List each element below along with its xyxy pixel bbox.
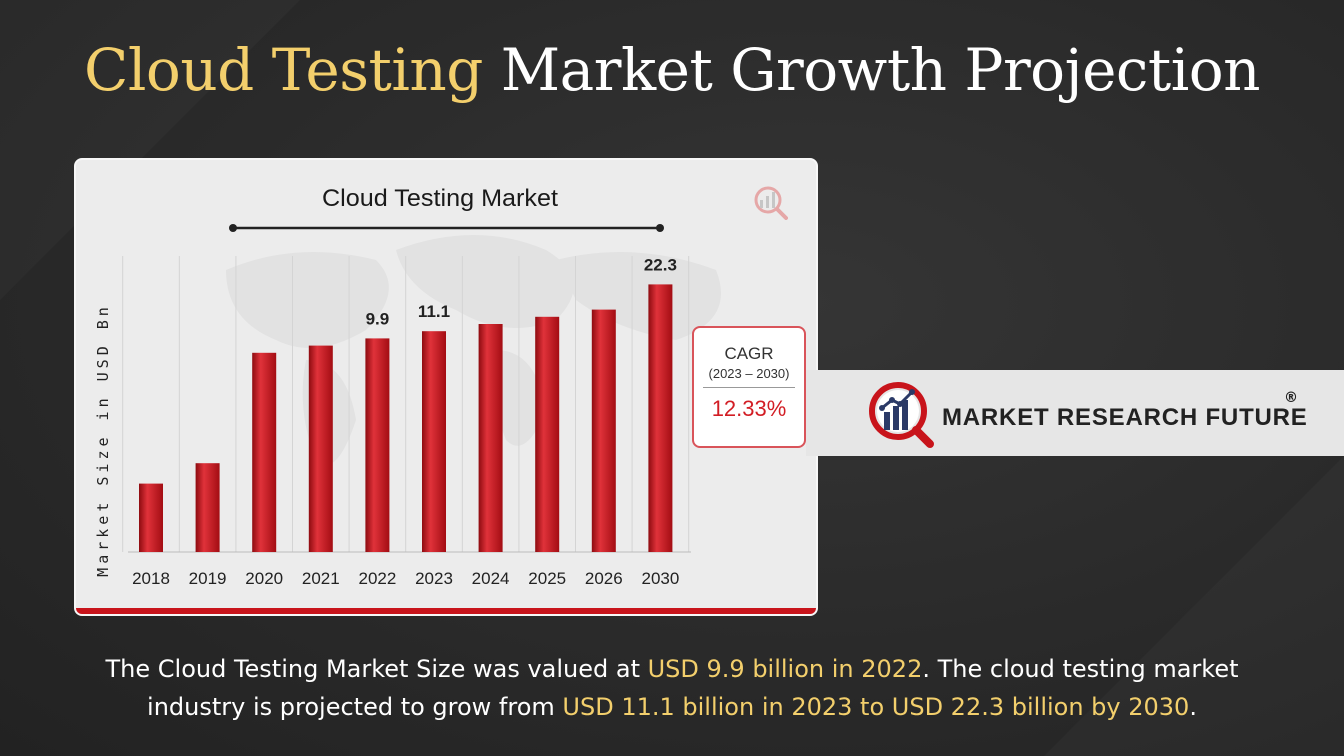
bar-2021 [308,345,333,552]
summary-line-1-suffix: . The cloud testing market [922,655,1239,683]
summary-line-1-prefix: The Cloud Testing Market Size was valued… [105,655,648,683]
x-tick-label: 2018 [132,569,170,588]
cagr-value: 12.33% [711,396,787,421]
x-tick-label: 2023 [415,569,453,588]
cagr-divider [703,387,795,388]
bar-2023 [422,331,446,552]
cagr-callout: CAGR (2023 – 2030) 12.33% [692,326,806,448]
bar-2020 [252,352,277,552]
bar-2019 [195,463,220,552]
card-logo-watermark [754,186,788,220]
summary-line-2: industry is projected to grow from USD 1… [40,688,1304,726]
bar-2024 [478,324,503,552]
summary-text: The Cloud Testing Market Size was valued… [40,650,1304,726]
page-title-highlight: Cloud Testing [83,36,483,104]
card-accent-line [76,608,816,614]
data-label-2022: 9.9 [366,309,390,328]
registered-mark: ® [1284,390,1298,406]
x-tick-label: 2030 [641,569,679,588]
bar-2018 [139,483,163,552]
data-label-2030: 22.3 [644,255,677,274]
world-map-watermark [226,235,721,465]
summary-line-2-highlight: USD 11.1 billion in 2023 to USD 22.3 bil… [562,693,1190,721]
x-tick-label: 2026 [585,569,623,588]
y-axis-label: Market Size in USD Bn [94,303,112,577]
chart-title: Cloud Testing Market [322,185,558,212]
data-label-2023: 11.1 [418,302,450,321]
x-tick-label: 2022 [358,569,396,588]
summary-line-2-suffix: . [1189,693,1197,721]
title-underline [229,224,664,232]
x-tick-label: 2021 [302,569,340,588]
x-tick-label: 2019 [189,569,227,588]
x-tick-label: 2025 [528,569,566,588]
brand-banner: MARKET RESEARCH FUTURE ® [806,370,1344,456]
bar-chart: Cloud Testing Market Market Size in USD … [94,185,788,588]
cagr-period: (2023 – 2030) [708,366,790,381]
bar-2030 [648,284,673,552]
summary-line-1-highlight: USD 9.9 billion in 2022 [647,655,923,683]
bar-2025 [535,316,560,552]
summary-line-2-prefix: industry is projected to grow from [147,693,563,721]
vertical-grid-lines [122,256,691,553]
bar-2022 [365,338,390,552]
brand-name: MARKET RESEARCH FUTURE [942,404,1308,431]
x-tick-label: 2020 [245,569,283,588]
bar-2026 [591,309,616,552]
summary-line-1: The Cloud Testing Market Size was valued… [40,650,1304,688]
page-title: Cloud Testing Market Growth Projection [0,36,1344,104]
cagr-title: CAGR [724,344,774,363]
page-title-rest: Market Growth Projection [482,36,1261,104]
market-research-future-logo-icon [869,382,934,448]
x-tick-label: 2024 [472,569,510,588]
